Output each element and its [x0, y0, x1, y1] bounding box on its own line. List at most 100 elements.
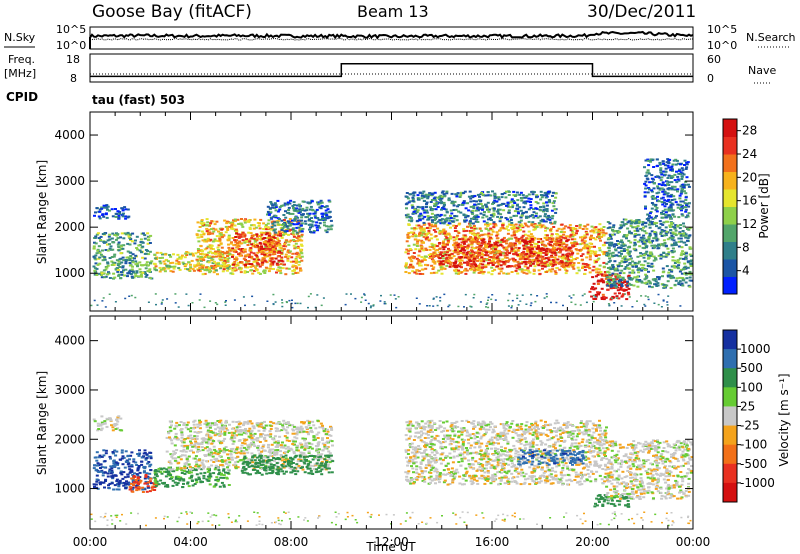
data-pixel	[548, 250, 552, 253]
data-pixel	[638, 220, 642, 223]
data-pixel	[629, 283, 633, 286]
data-pixel	[600, 298, 604, 300]
data-pixel	[545, 260, 549, 263]
data-pixel	[646, 171, 649, 174]
data-pixel	[662, 193, 666, 196]
data-pixel	[264, 225, 268, 228]
data-pixel	[221, 255, 225, 258]
data-pixel	[621, 288, 625, 291]
data-pixel	[223, 252, 227, 255]
data-pixel	[496, 233, 500, 236]
data-pixel	[516, 227, 520, 230]
data-pixel	[628, 271, 632, 274]
data-pixel	[616, 231, 620, 234]
data-pixel	[581, 258, 584, 261]
data-pixel	[255, 244, 259, 247]
data-pixel	[205, 227, 209, 230]
data-pixel	[250, 237, 254, 239]
data-pixel	[448, 257, 452, 260]
data-pixel	[564, 257, 568, 260]
data-pixel	[512, 214, 516, 217]
data-pixel	[505, 253, 509, 256]
data-pixel	[479, 252, 483, 255]
data-pixel	[254, 226, 258, 229]
data-pixel	[432, 305, 435, 307]
data-pixel	[590, 230, 594, 233]
data-pixel	[503, 256, 507, 259]
data-pixel	[94, 262, 98, 265]
data-pixel	[610, 283, 613, 286]
data-pixel	[471, 196, 475, 199]
data-pixel	[671, 169, 674, 172]
data-pixel	[447, 217, 451, 220]
data-pixel	[177, 306, 180, 308]
data-pixel	[267, 219, 271, 222]
data-pixel	[241, 239, 245, 242]
data-pixel	[657, 191, 661, 194]
data-pixel	[217, 252, 221, 255]
data-pixel	[517, 262, 521, 265]
data-pixel	[447, 305, 450, 308]
data-pixel	[412, 228, 416, 231]
data-pixel	[200, 219, 204, 222]
data-pixel	[643, 191, 647, 194]
data-pixel	[611, 272, 615, 275]
data-pixel	[550, 233, 554, 236]
data-pixel	[461, 256, 465, 259]
data-pixel	[573, 245, 577, 247]
data-pixel	[550, 263, 553, 266]
data-pixel	[267, 270, 271, 273]
data-pixel	[622, 272, 626, 275]
data-pixel	[298, 267, 302, 270]
data-pixel	[300, 209, 304, 212]
data-pixel	[239, 268, 243, 271]
data-pixel	[234, 265, 238, 267]
data-pixel	[466, 244, 470, 247]
data-pixel	[208, 231, 212, 234]
data-pixel	[542, 225, 546, 228]
data-pixel	[134, 260, 138, 263]
data-pixel	[668, 275, 672, 278]
data-pixel	[528, 240, 532, 243]
data-pixel	[628, 231, 632, 234]
data-pixel	[485, 251, 489, 254]
data-pixel	[590, 295, 594, 298]
data-pixel	[522, 230, 526, 233]
data-pixel	[620, 269, 624, 272]
data-pixel	[197, 240, 201, 243]
data-pixel	[189, 263, 192, 266]
data-pixel	[687, 212, 691, 215]
data-pixel	[635, 227, 639, 230]
data-pixel	[627, 267, 631, 270]
data-pixel	[425, 227, 429, 229]
data-pixel	[541, 224, 545, 227]
data-pixel	[93, 257, 97, 260]
data-pixel	[448, 304, 451, 306]
data-pixel	[512, 253, 516, 255]
data-pixel	[583, 268, 587, 271]
data-pixel	[607, 249, 611, 252]
data-pixel	[278, 246, 282, 249]
data-pixel	[101, 300, 104, 302]
data-pixel	[619, 240, 623, 243]
data-pixel	[299, 250, 303, 253]
data-pixel	[684, 208, 688, 211]
data-pixel	[315, 208, 319, 211]
data-pixel	[666, 301, 669, 303]
data-pixel	[209, 270, 213, 273]
data-pixel	[505, 225, 509, 228]
data-pixel	[413, 191, 417, 194]
data-pixel	[217, 255, 221, 258]
data-pixel	[605, 262, 609, 265]
data-pixel	[654, 208, 658, 211]
data-pixel	[216, 250, 220, 253]
data-pixel	[455, 195, 459, 198]
data-pixel	[646, 191, 650, 194]
data-pixel	[293, 268, 296, 271]
data-pixel	[457, 210, 461, 213]
data-pixel	[433, 202, 437, 205]
data-pixel	[548, 249, 552, 252]
data-pixel	[655, 222, 659, 225]
data-pixel	[230, 222, 234, 225]
data-pixel	[219, 267, 223, 270]
